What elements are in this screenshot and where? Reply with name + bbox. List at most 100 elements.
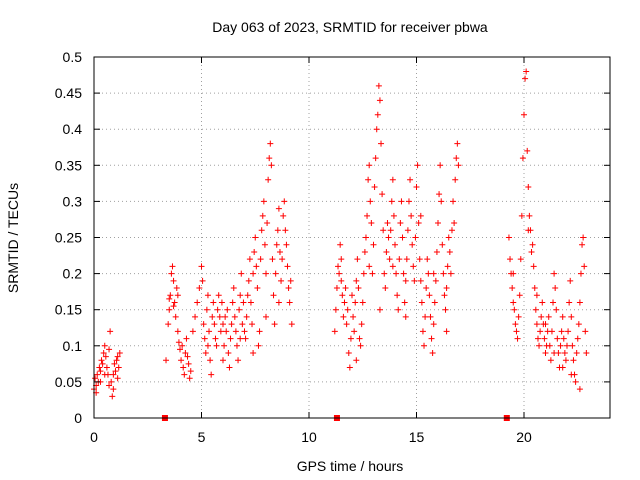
data-point — [413, 183, 420, 190]
data-point — [225, 350, 232, 357]
data-point — [564, 342, 570, 349]
data-point — [559, 364, 566, 371]
axis-ticks — [93, 56, 610, 419]
data-point — [399, 234, 406, 241]
data-point — [111, 360, 118, 367]
data-point — [241, 328, 248, 335]
data-point — [259, 212, 266, 219]
data-point — [400, 270, 407, 277]
data-point — [446, 248, 453, 255]
data-point — [561, 350, 568, 357]
data-point — [166, 295, 173, 302]
data-point — [182, 350, 189, 357]
data-point — [397, 220, 404, 227]
data-point — [574, 335, 581, 342]
data-point — [370, 241, 377, 248]
x-tick-label: 15 — [409, 429, 425, 445]
data-point — [545, 313, 552, 320]
data-point — [392, 241, 398, 248]
data-point — [358, 321, 365, 328]
data-point — [402, 313, 409, 320]
data-point — [347, 335, 354, 342]
data-point — [342, 285, 349, 292]
data-point — [404, 227, 411, 234]
data-point — [207, 357, 214, 364]
data-point — [510, 299, 517, 306]
data-point — [280, 212, 287, 219]
data-point — [444, 263, 451, 270]
data-point — [268, 162, 275, 169]
data-point — [411, 277, 418, 284]
data-point — [344, 306, 351, 313]
data-point — [576, 386, 583, 393]
data-point — [236, 306, 243, 313]
data-point — [383, 248, 390, 255]
data-point — [284, 263, 291, 270]
data-point — [110, 386, 117, 393]
data-point — [572, 378, 579, 385]
data-point — [369, 270, 376, 277]
data-point — [381, 270, 388, 277]
data-point — [282, 227, 289, 234]
data-point — [100, 350, 107, 357]
data-point — [116, 350, 123, 357]
data-point — [92, 375, 99, 382]
data-point — [568, 371, 575, 378]
data-point — [231, 313, 238, 320]
data-point — [509, 285, 516, 292]
data-point — [336, 270, 343, 277]
data-point — [521, 111, 527, 118]
data-point — [114, 375, 121, 382]
data-point — [455, 162, 462, 169]
data-point — [210, 299, 217, 306]
data-point — [331, 328, 338, 335]
data-point — [575, 321, 582, 328]
x-tick-label: 10 — [301, 429, 317, 445]
data-point — [204, 342, 211, 349]
data-point — [415, 220, 422, 227]
data-point — [523, 68, 530, 75]
data-point — [228, 321, 235, 328]
data-point — [343, 321, 350, 328]
data-point — [389, 263, 396, 270]
data-point — [235, 357, 242, 364]
data-point — [525, 227, 532, 234]
data-point — [401, 299, 408, 306]
data-point — [180, 364, 187, 371]
y-tick-label: 0.3 — [63, 193, 83, 209]
y-tick-label: 0.2 — [63, 266, 83, 282]
data-point — [230, 285, 237, 292]
data-point — [516, 292, 523, 299]
data-point — [99, 360, 106, 367]
data-point — [541, 335, 548, 342]
data-point — [570, 357, 577, 364]
data-point — [217, 328, 224, 335]
data-point — [367, 198, 374, 205]
data-point — [513, 328, 520, 335]
data-point — [108, 378, 115, 385]
data-point — [430, 270, 437, 277]
data-point — [216, 313, 223, 320]
data-point — [388, 198, 395, 205]
data-point — [232, 328, 239, 335]
data-point — [237, 292, 244, 299]
data-point — [166, 306, 173, 313]
data-point — [422, 313, 429, 320]
data-point — [256, 328, 263, 335]
data-point — [407, 176, 414, 183]
data-point — [253, 263, 260, 270]
data-point — [515, 313, 522, 320]
data-point — [287, 277, 294, 284]
data-point — [355, 285, 362, 292]
data-point — [359, 299, 366, 306]
data-point — [548, 328, 555, 335]
data-point — [395, 306, 402, 313]
data-point — [272, 270, 279, 277]
data-point — [106, 346, 113, 353]
data-point — [408, 212, 415, 219]
data-point — [374, 111, 381, 118]
data-point — [558, 328, 565, 335]
data-point — [402, 277, 409, 284]
data-point — [179, 342, 186, 349]
